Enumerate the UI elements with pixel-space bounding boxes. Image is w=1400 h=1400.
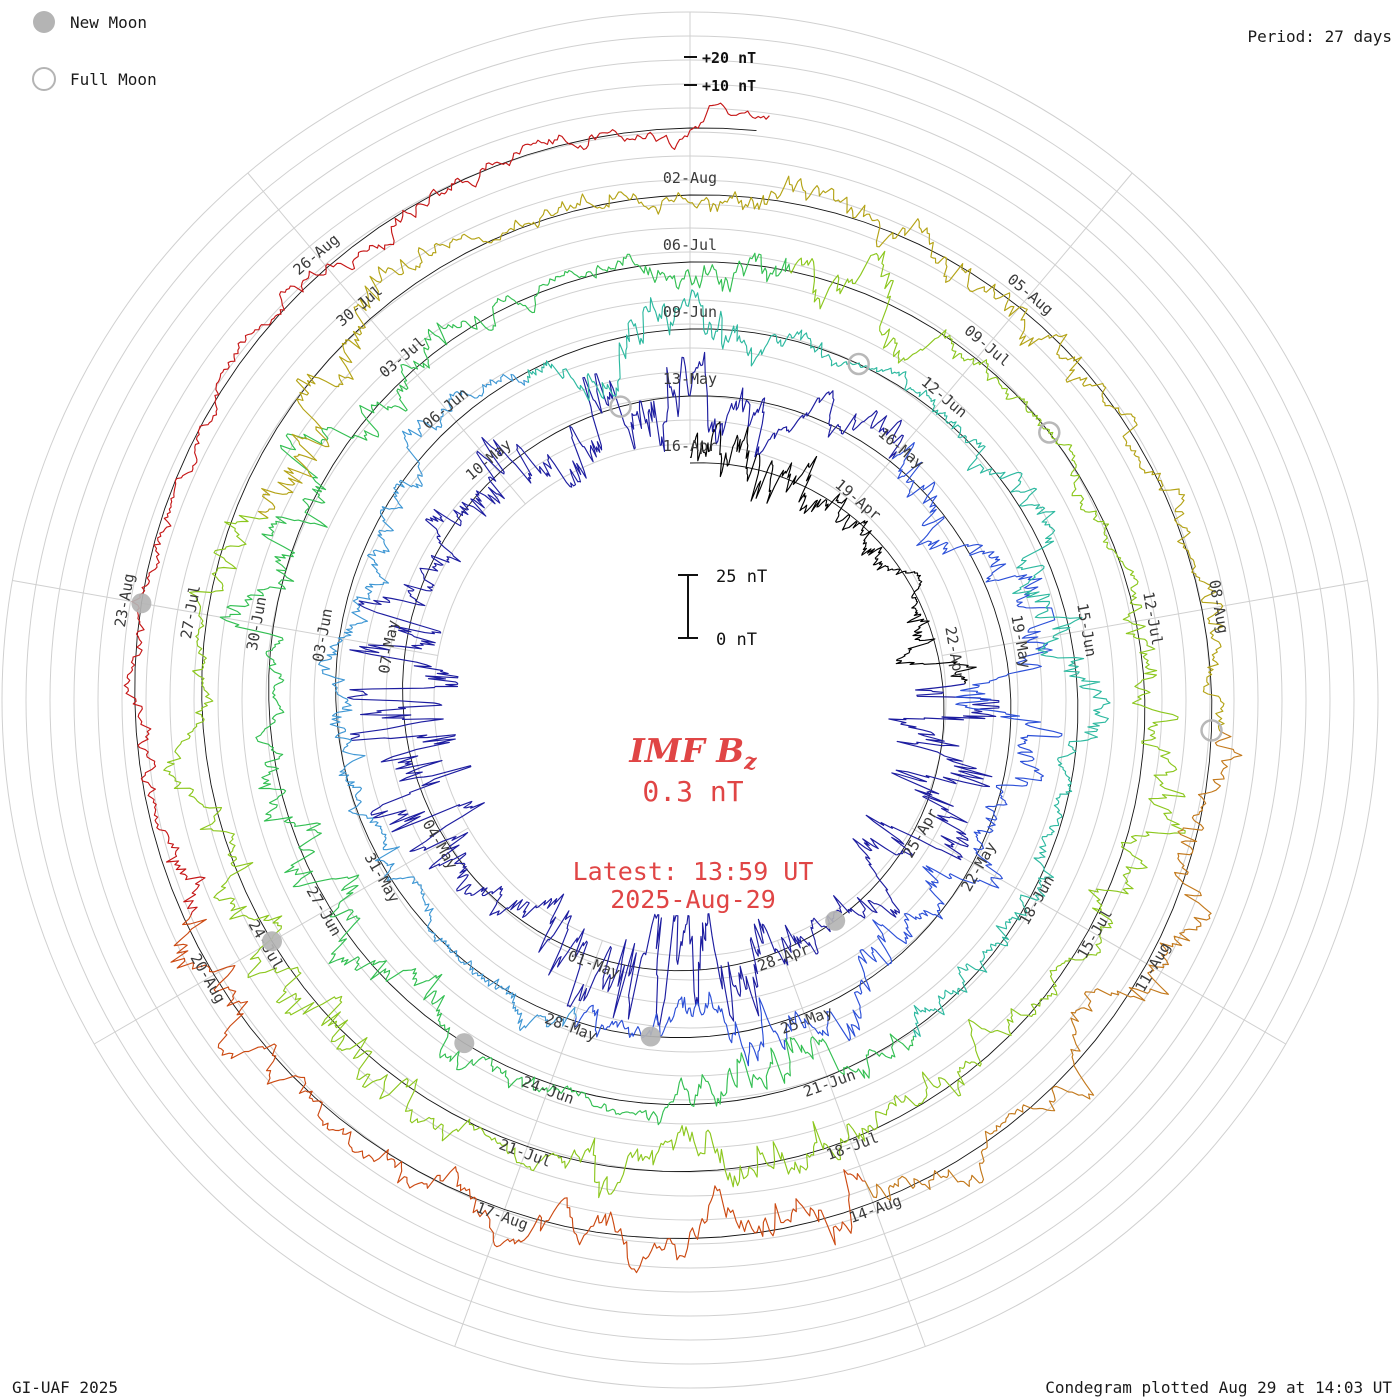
date-label: 04-May <box>419 816 462 872</box>
amplitude-scale-bar: 25 nT 0 nT <box>678 567 767 650</box>
bz-trace <box>123 102 1243 1274</box>
date-label: 21-Jun <box>801 1065 858 1100</box>
scale-0nt-label: 0 nT <box>716 630 757 650</box>
date-label: 09-Jul <box>961 321 1014 370</box>
date-label: 31-May <box>361 850 404 906</box>
bz-trace-segment <box>123 102 770 916</box>
date-labels: 16-Apr19-Apr22-Apr25-Apr28-Apr01-May04-M… <box>111 169 1232 1234</box>
baseline-path <box>134 127 1213 1239</box>
center-annotations: IMF Bz 0.3 nT Latest: 13:59 UT 2025-Aug-… <box>573 731 814 914</box>
full-moon-marker <box>609 395 632 418</box>
new-moon-marker <box>262 931 282 952</box>
date-label: 28-May <box>542 1009 599 1044</box>
latest-time: Latest: 13:59 UT <box>573 857 814 886</box>
date-label: 15-Jul <box>1073 906 1116 962</box>
date-label: 30-Jun <box>243 595 270 651</box>
grid-spoke <box>777 940 926 1347</box>
date-label: 07-May <box>375 619 402 675</box>
grid-spoke <box>12 580 438 656</box>
date-label: 09-Jun <box>663 303 717 321</box>
bz-trace-segment <box>864 730 1243 1201</box>
date-label: 18-Jul <box>824 1128 881 1163</box>
bz-trace-segment <box>318 373 577 1032</box>
plus10-label: +10 nT <box>702 77 756 95</box>
latest-date: 2025-Aug-29 <box>610 885 776 914</box>
moon-markers <box>131 352 1223 1054</box>
date-label: 12-Jul <box>1139 590 1166 646</box>
date-label: 08-Aug <box>1205 578 1232 634</box>
date-label: 30-Jul <box>333 282 386 331</box>
date-label: 19-May <box>1007 613 1034 669</box>
credit-label: GI-UAF 2025 <box>12 1378 118 1397</box>
grid-spoke <box>854 172 1133 505</box>
date-label: 12-Jun <box>918 373 971 422</box>
new-moon-icon <box>33 11 55 33</box>
full-moon-icon <box>32 67 56 91</box>
baseline-spiral <box>134 127 1213 1239</box>
new-moon-marker <box>454 1033 475 1054</box>
date-label: 15-Jun <box>1073 602 1100 658</box>
new-moon-marker <box>640 1026 661 1047</box>
plotted-label: Condegram plotted Aug 29 at 14:03 UT <box>1045 1378 1392 1397</box>
full-moon-marker <box>847 352 870 376</box>
bz-trace-segment <box>163 250 1186 1199</box>
date-label: 19-Apr <box>831 475 884 524</box>
parameter-title: IMF Bz <box>628 731 757 775</box>
polar-grid <box>1 11 1379 1389</box>
bz-trace-segment <box>170 914 866 1274</box>
moon-legend: New Moon Full Moon <box>32 11 157 91</box>
date-label: 22-Apr <box>941 625 968 681</box>
date-label: 14-Aug <box>847 1191 904 1226</box>
bz-trace-segment <box>257 175 1225 732</box>
grid-spoke <box>454 940 603 1347</box>
full-moon-marker <box>1200 719 1223 742</box>
date-label: 26-Aug <box>290 230 343 279</box>
date-label: 13-May <box>663 370 717 388</box>
grid-spoke <box>942 580 1368 656</box>
parameter-subscript: z <box>743 749 757 775</box>
new-moon-marker <box>825 910 846 931</box>
radial-scale: +20 nT +10 nT <box>684 49 756 95</box>
bz-trace-segment <box>573 442 1063 1067</box>
new-moon-label: New Moon <box>70 13 147 32</box>
date-label: 02-Aug <box>663 169 717 187</box>
period-label: Period: 27 days <box>1248 27 1393 46</box>
grid-spoke <box>911 827 1287 1045</box>
plus20-label: +20 nT <box>702 49 756 67</box>
date-label: 16-Apr <box>663 437 717 455</box>
new-moon-marker <box>131 593 152 614</box>
full-moon-marker <box>1038 421 1061 444</box>
grid-spoke <box>93 827 469 1045</box>
grid-spoke <box>247 172 526 505</box>
date-label: 10-May <box>462 435 515 484</box>
bz-trace-segment <box>526 289 1111 1038</box>
date-label: 06-Jul <box>663 236 717 254</box>
bz-trace-segment <box>689 421 977 685</box>
scale-25nt-label: 25 nT <box>716 567 767 587</box>
bz-trace-segment <box>219 252 915 1126</box>
date-label: 01-May <box>565 947 622 982</box>
full-moon-label: Full Moon <box>70 70 157 89</box>
date-label: 06-Jun <box>419 384 472 433</box>
parameter-name: IMF B <box>628 731 744 770</box>
bz-trace-segment <box>347 351 1000 1026</box>
latest-value: 0.3 nT <box>642 775 743 808</box>
date-label: 24-Jun <box>519 1072 576 1107</box>
